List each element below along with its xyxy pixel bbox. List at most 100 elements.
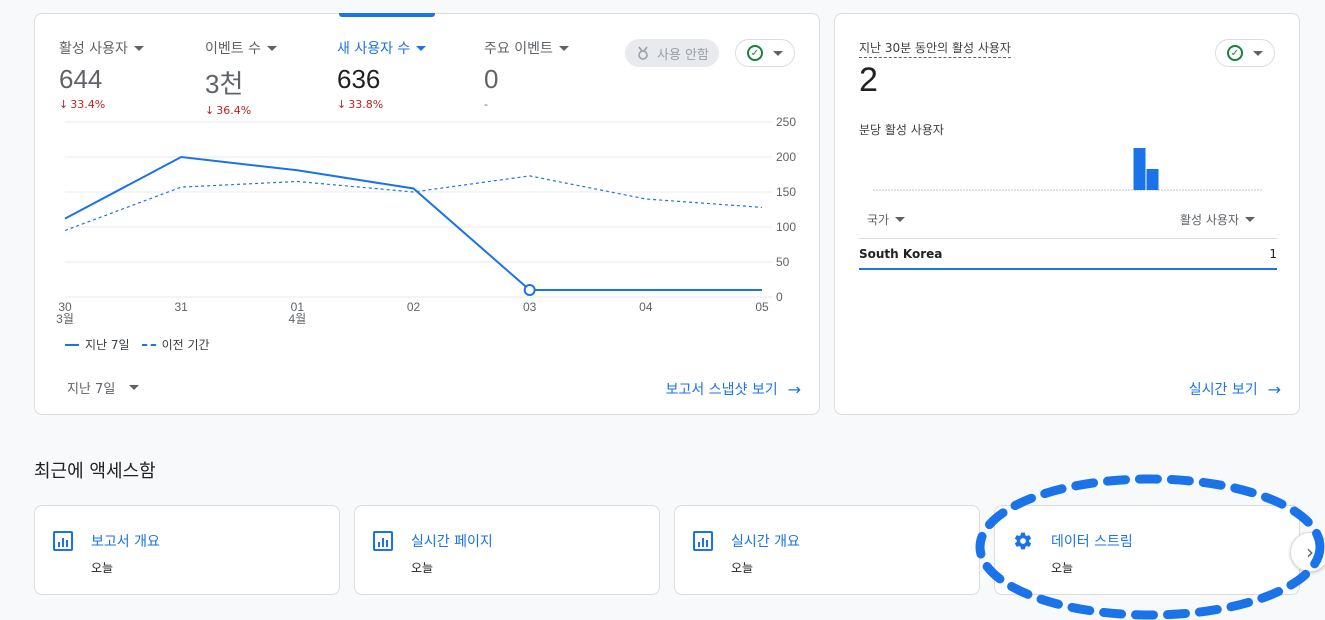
caret-down-icon [1253, 50, 1263, 56]
table-row: South Korea 1 [859, 238, 1277, 270]
metric-change: - [484, 98, 488, 111]
recent-card-realtime-pages[interactable]: 실시간 페이지 오늘 [354, 505, 660, 595]
caret-down-icon [133, 45, 144, 51]
y-tick-label: 100 [776, 220, 796, 234]
recent-card-realtime-overview[interactable]: 실시간 개요 오늘 [674, 505, 980, 595]
view-snapshot-link[interactable]: 보고서 스냅샷 보기 → [666, 379, 801, 399]
data-quality-button[interactable]: ✓ [735, 39, 795, 67]
metric-label: 새 사용자 수 [337, 41, 411, 57]
legend-solid-swatch [65, 343, 79, 346]
metric-change: 33.8% [348, 98, 384, 111]
check-circle-icon: ✓ [1227, 45, 1243, 61]
bar-chart-icon [53, 531, 73, 551]
realtime-card: 지난 30분 동안의 활성 사용자 2 ✓ 분당 활성 사용자 국가 활성 사용… [834, 13, 1300, 415]
view-realtime-label: 실시간 보기 [1188, 382, 1258, 398]
legend-previous: 이전 기간 [161, 338, 210, 352]
recent-card-reports-overview[interactable]: 보고서 개요 오늘 [34, 505, 340, 595]
overview-card: 활성 사용자 644 ↓ 33.4% 이벤트 수 3천 ↓ 36.4% 새 사용자 … [34, 13, 820, 415]
realtime-title[interactable]: 지난 30분 동안의 활성 사용자 [859, 39, 1011, 58]
view-realtime-link[interactable]: 실시간 보기 → [1189, 379, 1281, 399]
unused-chip-label: 사용 안함 [657, 47, 709, 63]
caret-down-icon [129, 385, 140, 390]
caret-down-icon [266, 45, 277, 51]
metric-tab-new-users[interactable]: 새 사용자 수 636 ↓ 33.8% [337, 38, 427, 111]
unused-chip[interactable]: 사용 안함 [625, 39, 719, 67]
users-column-header[interactable]: 활성 사용자 [1180, 211, 1255, 228]
metric-change: 33.4% [70, 98, 106, 111]
recent-card-title: 데이터 스트림 [1051, 534, 1133, 550]
y-tick-label: 150 [776, 185, 796, 199]
medal-icon [638, 46, 648, 60]
carousel-next-button[interactable]: › [1290, 532, 1325, 572]
x-tick-label: 04 [639, 300, 653, 314]
country-column-label: 국가 [867, 213, 890, 227]
x-tick-label: 01 [291, 300, 305, 314]
y-tick-label: 0 [776, 290, 783, 304]
recent-section-title: 최근에 액세스함 [34, 461, 156, 482]
metric-label: 활성 사용자 [59, 41, 128, 57]
per-minute-label: 분당 활성 사용자 [859, 123, 944, 137]
series-line-current [64, 155, 762, 291]
x-tick-label: 05 [755, 300, 769, 314]
recent-card-title: 실시간 개요 [731, 534, 800, 550]
x-tick-label: 03 [523, 300, 537, 314]
data-point-marker [523, 284, 536, 296]
arrow-down-icon: ↓ [59, 98, 69, 111]
recent-card-sub: 오늘 [411, 561, 434, 575]
caret-down-icon [416, 45, 427, 51]
chevron-right-icon: › [1306, 540, 1314, 564]
users-column-label: 활성 사용자 [1179, 213, 1239, 227]
y-tick-label: 250 [776, 115, 796, 129]
recent-card-title: 보고서 개요 [91, 534, 160, 550]
arrow-down-icon: ↓ [205, 104, 215, 117]
metric-tab-event-count[interactable]: 이벤트 수 3천 ↓ 36.4% [205, 38, 277, 117]
caret-down-icon [558, 45, 569, 51]
arrow-right-icon: → [787, 379, 801, 399]
per-minute-bar-chart [873, 148, 1263, 191]
legend-current: 지난 7일 [85, 338, 130, 352]
y-tick-label: 50 [776, 255, 790, 269]
x-tick-label: 3월 [56, 312, 74, 326]
metric-value: 3천 [205, 69, 244, 99]
series-line-previous [64, 175, 763, 232]
country-column-header[interactable]: 국가 [867, 211, 906, 228]
x-tick-label: 4월 [288, 312, 306, 326]
metric-value: 644 [59, 64, 103, 94]
realtime-value: 2 [859, 61, 878, 99]
caret-down-icon [773, 50, 783, 56]
legend-dashed-swatch [141, 343, 156, 346]
date-range-label: 지난 7일 [67, 382, 116, 397]
metric-label: 이벤트 수 [205, 41, 261, 57]
arrow-down-icon: ↓ [337, 98, 347, 111]
gear-icon [1014, 532, 1032, 550]
minute-bar [1146, 169, 1159, 190]
country-cell: South Korea [859, 247, 943, 261]
metric-tab-key-events[interactable]: 주요 이벤트 0 - [484, 38, 569, 111]
recent-card-sub: 오늘 [91, 561, 114, 575]
metric-tab-active-users[interactable]: 활성 사용자 644 ↓ 33.4% [59, 38, 144, 111]
check-circle-icon: ✓ [747, 45, 763, 61]
recent-card-sub: 오늘 [1051, 561, 1074, 575]
y-tick-label: 200 [776, 150, 796, 164]
x-tick-label: 30 [58, 300, 72, 314]
recent-card-data-streams[interactable]: 데이터 스트림 오늘 [994, 505, 1300, 595]
active-tab-indicator [339, 13, 435, 17]
metric-label: 주요 이벤트 [484, 41, 553, 57]
bar-chart-icon [373, 531, 393, 551]
recent-card-sub: 오늘 [731, 561, 754, 575]
x-tick-label: 31 [174, 300, 188, 314]
metric-value: 636 [337, 64, 381, 94]
bar-chart-icon [693, 531, 713, 551]
arrow-right-icon: → [1267, 379, 1281, 399]
caret-down-icon [1245, 217, 1255, 222]
realtime-quality-button[interactable]: ✓ [1215, 39, 1275, 67]
caret-down-icon [895, 217, 906, 222]
chart-legend: 지난 7일 이전 기간 [65, 336, 210, 353]
minute-bar [1133, 148, 1146, 190]
metric-change: 36.4% [216, 104, 252, 117]
recent-card-title: 실시간 페이지 [411, 534, 493, 550]
date-range-select[interactable]: 지난 7일 [67, 378, 140, 397]
x-tick-label: 02 [407, 300, 421, 314]
metric-value: 0 [484, 64, 499, 94]
